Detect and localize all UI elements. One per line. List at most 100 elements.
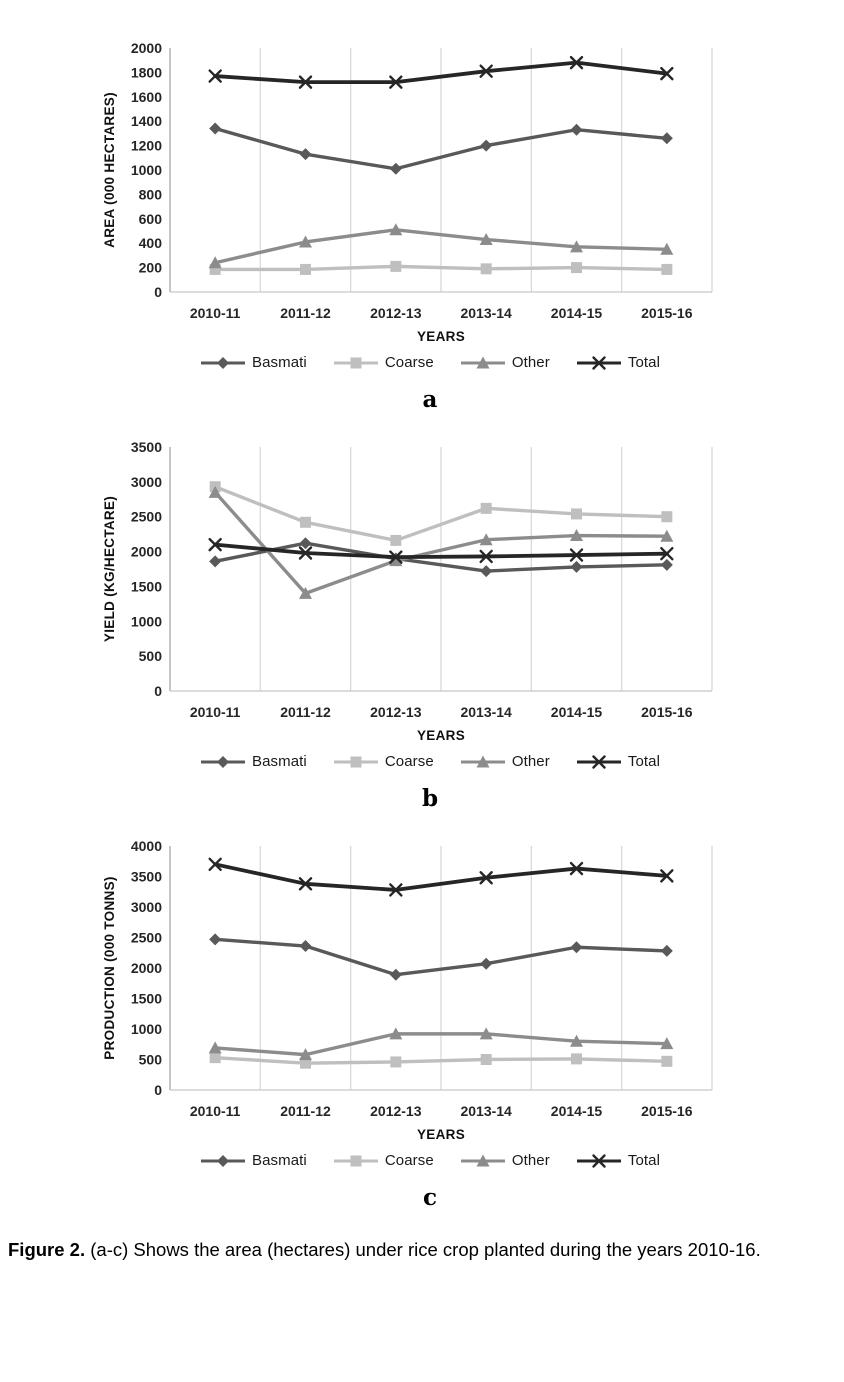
svg-text:2000: 2000	[131, 544, 162, 560]
legend-item-basmati: Basmati	[200, 354, 307, 371]
chart-block-c: 0 500 1000 1500 2000 2500 3000 3500 4000 2010-11 2…	[0, 828, 844, 1213]
svg-text:800: 800	[139, 186, 163, 202]
legend-label-coarse: Coarse	[384, 1152, 434, 1169]
legend-label-total: Total	[627, 1152, 661, 1169]
svg-text:3500: 3500	[131, 869, 162, 885]
svg-text:2010-11: 2010-11	[190, 1103, 241, 1119]
coarse-line-marker-icon	[333, 1155, 378, 1166]
legend-item-total: Total	[576, 753, 660, 770]
svg-text:0: 0	[154, 683, 162, 699]
svg-text:2010-11: 2010-11	[190, 305, 241, 321]
chart-letter-a: a	[422, 386, 438, 413]
svg-text:1800: 1800	[131, 64, 162, 80]
svg-text:2013-14: 2013-14	[460, 305, 512, 321]
legend-item-coarse: Coarse	[333, 753, 434, 770]
svg-text:2012-13: 2012-13	[370, 305, 422, 321]
other-line-marker-icon	[460, 356, 505, 368]
legend-item-other: Other	[460, 1152, 550, 1169]
svg-text:1000: 1000	[131, 162, 162, 178]
legend-label-basmati: Basmati	[251, 753, 307, 770]
svg-text:2013-14: 2013-14	[460, 1103, 512, 1119]
legend-label-coarse: Coarse	[384, 354, 434, 371]
legend-item-other: Other	[460, 354, 550, 371]
svg-text:2011-12: 2011-12	[280, 305, 331, 321]
legend-item-coarse: Coarse	[333, 1152, 434, 1169]
legend-label-total: Total	[627, 354, 661, 371]
legend-item-coarse: Coarse	[333, 354, 434, 371]
legend-item-basmati: Basmati	[200, 753, 307, 770]
total-line-marker-icon	[576, 1153, 621, 1168]
svg-text:YEARS: YEARS	[417, 1127, 465, 1142]
svg-text:1200: 1200	[131, 138, 162, 154]
svg-text:2000: 2000	[131, 40, 162, 56]
legend-item-total: Total	[576, 1152, 660, 1169]
svg-text:2015-16: 2015-16	[641, 704, 693, 720]
legend-label-basmati: Basmati	[251, 1152, 307, 1169]
svg-text:YEARS: YEARS	[417, 329, 465, 344]
svg-text:2014-15: 2014-15	[551, 704, 603, 720]
svg-text:3500: 3500	[131, 439, 162, 455]
svg-text:2012-13: 2012-13	[370, 704, 422, 720]
basmati-line-marker-icon	[200, 356, 245, 369]
svg-text:2014-15: 2014-15	[551, 1103, 603, 1119]
coarse-line-marker-icon	[333, 357, 378, 368]
svg-text:2500: 2500	[131, 930, 162, 946]
svg-text:YIELD (KG/HECTARE): YIELD (KG/HECTARE)	[102, 496, 117, 642]
svg-text:500: 500	[139, 1052, 163, 1068]
svg-text:2014-15: 2014-15	[551, 305, 603, 321]
svg-text:4000: 4000	[131, 838, 162, 854]
chart-block-b: 0 500 1000 1500 2000 2500 3000 3500 2010-11 2011-…	[0, 429, 844, 814]
svg-text:0: 0	[154, 284, 162, 300]
figure-caption: Figure 2. (a-c) Shows the area (hectares…	[8, 1237, 838, 1263]
svg-text:2500: 2500	[131, 509, 162, 525]
svg-text:2012-13: 2012-13	[370, 1103, 422, 1119]
legend-item-other: Other	[460, 753, 550, 770]
svg-text:500: 500	[139, 648, 163, 664]
area-line-chart: 0 200 400 600 800 1000 1200 1400 1600 1800 2000 201…	[102, 40, 713, 344]
coarse-line-marker-icon	[333, 756, 378, 767]
yield-line-chart: 0 500 1000 1500 2000 2500 3000 3500 2010-11 2011-…	[102, 439, 713, 743]
legend-c: Basmati Coarse Other Total	[100, 1152, 760, 1169]
chart-letter-b: b	[421, 785, 439, 812]
svg-text:2011-12: 2011-12	[280, 704, 331, 720]
legend-label-basmati: Basmati	[251, 354, 307, 371]
svg-text:400: 400	[139, 235, 163, 251]
legend-label-total: Total	[627, 753, 661, 770]
legend-label-coarse: Coarse	[384, 753, 434, 770]
svg-text:1000: 1000	[131, 1021, 162, 1037]
svg-text:YEARS: YEARS	[417, 728, 465, 743]
legend-a: Basmati Coarse Other Total	[100, 354, 760, 371]
svg-text:PRODUCTION (000 TONNS): PRODUCTION (000 TONNS)	[102, 876, 117, 1059]
legend-label-other: Other	[511, 1152, 550, 1169]
svg-text:2011-12: 2011-12	[280, 1103, 331, 1119]
svg-text:2015-16: 2015-16	[641, 305, 693, 321]
svg-text:1600: 1600	[131, 89, 162, 105]
svg-text:2013-14: 2013-14	[460, 704, 512, 720]
other-line-marker-icon	[460, 755, 505, 767]
chart-letter-c: c	[422, 1184, 437, 1211]
svg-text:2000: 2000	[131, 960, 162, 976]
svg-text:200: 200	[139, 260, 163, 276]
production-line-chart: 0 500 1000 1500 2000 2500 3000 3500 4000 2010-11 2…	[102, 838, 713, 1142]
other-line-marker-icon	[460, 1154, 505, 1166]
figure-page: 0 200 400 600 800 1000 1200 1400 1600 1800 2000 201…	[0, 30, 844, 1382]
svg-text:3000: 3000	[131, 474, 162, 490]
legend-label-other: Other	[511, 753, 550, 770]
chart-block-a: 0 200 400 600 800 1000 1200 1400 1600 1800 2000 201…	[0, 30, 844, 415]
basmati-line-marker-icon	[200, 1154, 245, 1167]
legend-item-basmati: Basmati	[200, 1152, 307, 1169]
legend-item-total: Total	[576, 354, 660, 371]
svg-text:1000: 1000	[131, 613, 162, 629]
svg-text:1400: 1400	[131, 113, 162, 129]
total-line-marker-icon	[576, 355, 621, 370]
svg-text:2015-16: 2015-16	[641, 1103, 693, 1119]
legend-label-other: Other	[511, 354, 550, 371]
legend-b: Basmati Coarse Other Total	[100, 753, 760, 770]
figure-caption-prefix: Figure 2.	[8, 1239, 86, 1260]
svg-text:1500: 1500	[131, 991, 162, 1007]
svg-text:600: 600	[139, 211, 163, 227]
svg-text:AREA (000 HECTARES): AREA (000 HECTARES)	[102, 92, 117, 248]
svg-text:3000: 3000	[131, 899, 162, 915]
svg-text:2010-11: 2010-11	[190, 704, 241, 720]
figure-caption-body: (a-c) Shows the area (hectares) under ri…	[85, 1239, 761, 1260]
